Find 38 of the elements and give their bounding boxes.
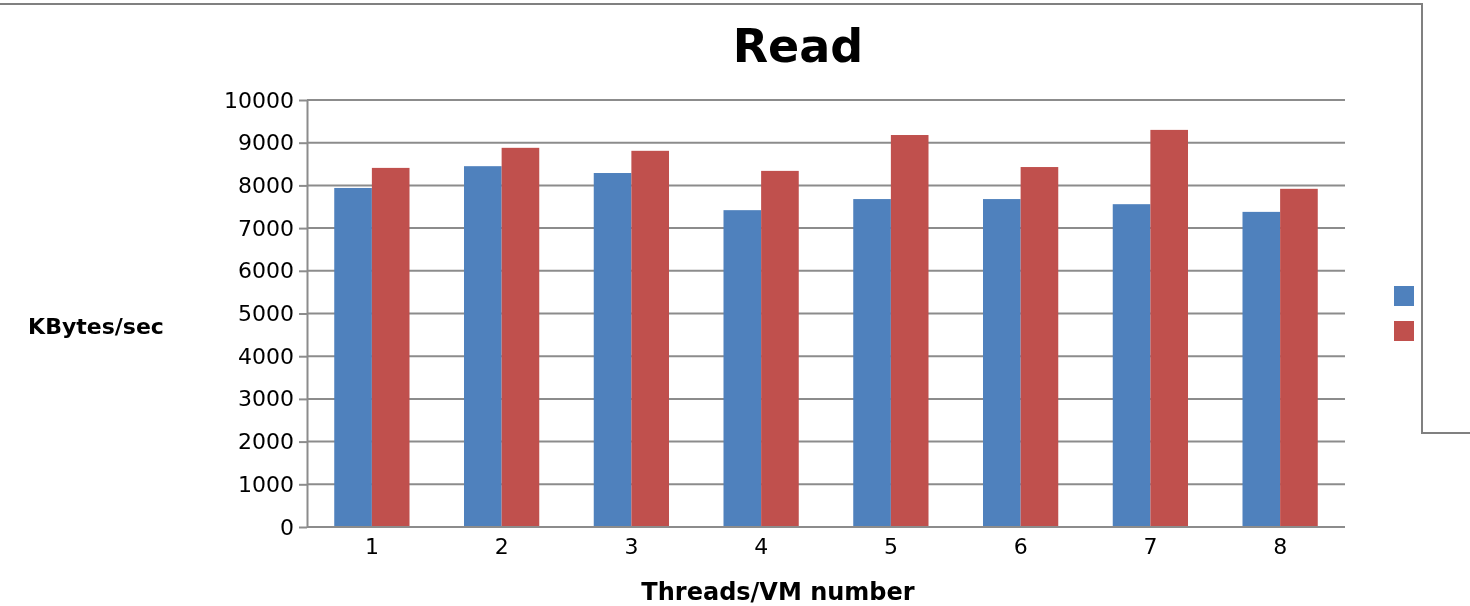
y-tick-label: 1000 [238, 471, 294, 497]
y-tick-label: 6000 [238, 258, 294, 284]
bar [1242, 211, 1281, 527]
y-tick-label: 9000 [238, 130, 294, 156]
bar [853, 199, 891, 527]
x-tick-label: 7 [1143, 534, 1158, 560]
y-tick-label: 0 [280, 514, 294, 540]
bar [371, 167, 410, 527]
x-tick-label: 6 [1013, 534, 1028, 560]
chart-title: Read [732, 19, 864, 73]
bar [1020, 167, 1059, 527]
bar [1150, 129, 1189, 527]
y-axis-title: KBytes/sec [28, 314, 164, 339]
bar [1112, 204, 1151, 527]
y-tick-label: 8000 [238, 172, 294, 198]
bar [723, 210, 762, 527]
bar [890, 135, 929, 527]
x-tick-label: 1 [364, 534, 379, 560]
y-tick-label: 5000 [238, 301, 294, 327]
x-tick-label: 8 [1273, 534, 1288, 560]
y-tick-label: 10000 [224, 87, 294, 113]
bar [334, 187, 372, 527]
y-tick-label: 3000 [238, 386, 294, 412]
x-tick-label: 3 [624, 534, 639, 560]
x-tick-label: 4 [754, 534, 769, 560]
y-tick-label: 4000 [238, 343, 294, 369]
x-tick-label: 2 [494, 534, 509, 560]
bar [1280, 188, 1318, 527]
x-axis-title: Threads/VM number [641, 578, 915, 606]
bar [593, 173, 632, 527]
bar [631, 150, 669, 527]
bar [761, 170, 799, 527]
x-tick-label: 5 [883, 534, 898, 560]
y-tick-label: 2000 [238, 429, 294, 455]
bar [464, 166, 502, 527]
y-tick-label: 7000 [238, 215, 294, 241]
bar [983, 199, 1021, 527]
bar [501, 147, 540, 527]
